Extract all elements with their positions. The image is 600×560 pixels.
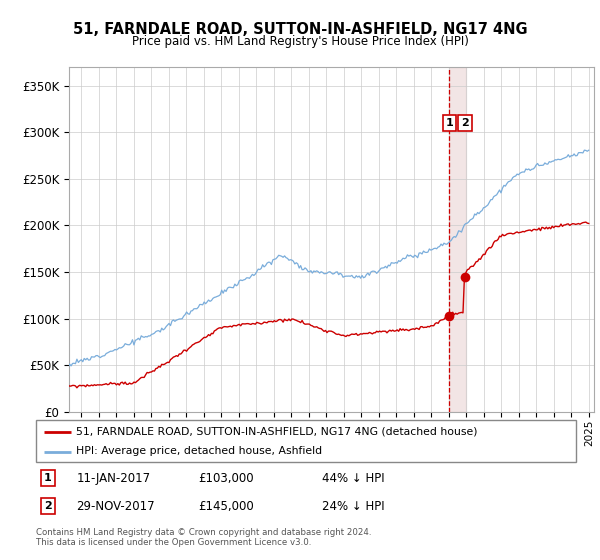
Text: HPI: Average price, detached house, Ashfield: HPI: Average price, detached house, Ashf… [77, 446, 323, 456]
FancyBboxPatch shape [36, 420, 576, 462]
Text: 51, FARNDALE ROAD, SUTTON-IN-ASHFIELD, NG17 4NG: 51, FARNDALE ROAD, SUTTON-IN-ASHFIELD, N… [73, 22, 527, 38]
Text: 24% ↓ HPI: 24% ↓ HPI [322, 500, 385, 513]
Text: £103,000: £103,000 [198, 472, 254, 484]
Text: 11-JAN-2017: 11-JAN-2017 [77, 472, 151, 484]
Text: 29-NOV-2017: 29-NOV-2017 [77, 500, 155, 513]
Text: 2: 2 [44, 501, 52, 511]
Text: 1: 1 [44, 473, 52, 483]
Text: Contains HM Land Registry data © Crown copyright and database right 2024.
This d: Contains HM Land Registry data © Crown c… [36, 528, 371, 547]
Text: 1: 1 [446, 118, 454, 128]
Text: Price paid vs. HM Land Registry's House Price Index (HPI): Price paid vs. HM Land Registry's House … [131, 35, 469, 48]
Text: 51, FARNDALE ROAD, SUTTON-IN-ASHFIELD, NG17 4NG (detached house): 51, FARNDALE ROAD, SUTTON-IN-ASHFIELD, N… [77, 427, 478, 437]
Bar [449, 67, 466, 412]
Text: 44% ↓ HPI: 44% ↓ HPI [322, 472, 385, 484]
Text: £145,000: £145,000 [198, 500, 254, 513]
Text: 2: 2 [461, 118, 469, 128]
